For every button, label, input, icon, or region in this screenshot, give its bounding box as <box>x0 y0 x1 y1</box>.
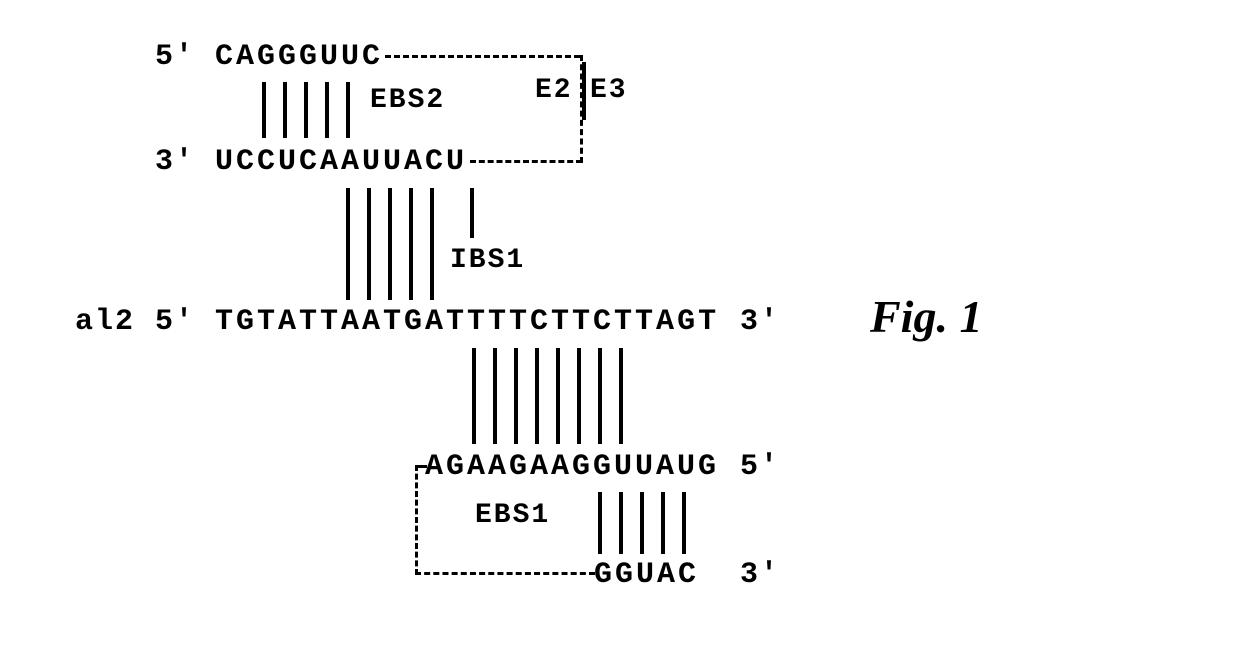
row5-seq: GGUAC <box>594 558 699 592</box>
dash-ebs2-bottom <box>470 160 582 163</box>
label-ebs1: EBS1 <box>475 500 550 531</box>
bond-r12 <box>325 82 329 138</box>
figure-container: 5' CAGGGUUC EBS2 E2 E3 3' UCCUCAAUUACU I… <box>0 0 1256 667</box>
row2-3prime: 3' <box>155 145 195 179</box>
bond-r23 <box>388 188 392 300</box>
label-e3: E3 <box>590 75 628 106</box>
dash-ebs2-top <box>385 55 580 58</box>
dash-ebs1-left <box>415 465 418 575</box>
bond-r34 <box>556 348 560 444</box>
bond-r23 <box>367 188 371 300</box>
row4-5prime: 5' <box>740 450 780 484</box>
bond-r45 <box>640 492 644 554</box>
label-ebs2: EBS2 <box>370 85 445 116</box>
bond-r34 <box>472 348 476 444</box>
bond-r34 <box>493 348 497 444</box>
bond-r45 <box>598 492 602 554</box>
row3-3prime: 3' <box>740 305 780 339</box>
bond-r12 <box>346 82 350 138</box>
row5-3prime: 3' <box>740 558 780 592</box>
bond-r45 <box>619 492 623 554</box>
bond-r12 <box>283 82 287 138</box>
bond-r23 <box>409 188 413 300</box>
figure-label: Fig. 1 <box>870 290 982 343</box>
row1-seq: CAGGGUUC <box>215 40 383 74</box>
row2-seq: UCCUCAAUUACU <box>215 145 467 179</box>
bond-r45 <box>682 492 686 554</box>
bond-r34 <box>619 348 623 444</box>
row3-5prime: 5' <box>155 305 195 339</box>
row3-seq: TGTATTAATGATTTTCTTCTTAGT <box>215 305 719 339</box>
bond-r34 <box>535 348 539 444</box>
bond-r34 <box>514 348 518 444</box>
bond-r12 <box>304 82 308 138</box>
bond-r45 <box>661 492 665 554</box>
bond-r34 <box>598 348 602 444</box>
label-e2: E2 <box>535 75 573 106</box>
row1-5prime: 5' <box>155 40 195 74</box>
e2e3-divider <box>582 62 586 120</box>
bond-r34 <box>577 348 581 444</box>
label-ibs1: IBS1 <box>450 245 525 276</box>
label-al2: al2 <box>75 305 135 339</box>
row4-seq: AGAAGAAGGUUAUG <box>425 450 719 484</box>
bond-r23 <box>430 188 434 300</box>
junction-tick <box>470 188 474 238</box>
dash-ebs1-bottom <box>415 572 595 575</box>
bond-r23 <box>346 188 350 300</box>
bond-r12 <box>262 82 266 138</box>
